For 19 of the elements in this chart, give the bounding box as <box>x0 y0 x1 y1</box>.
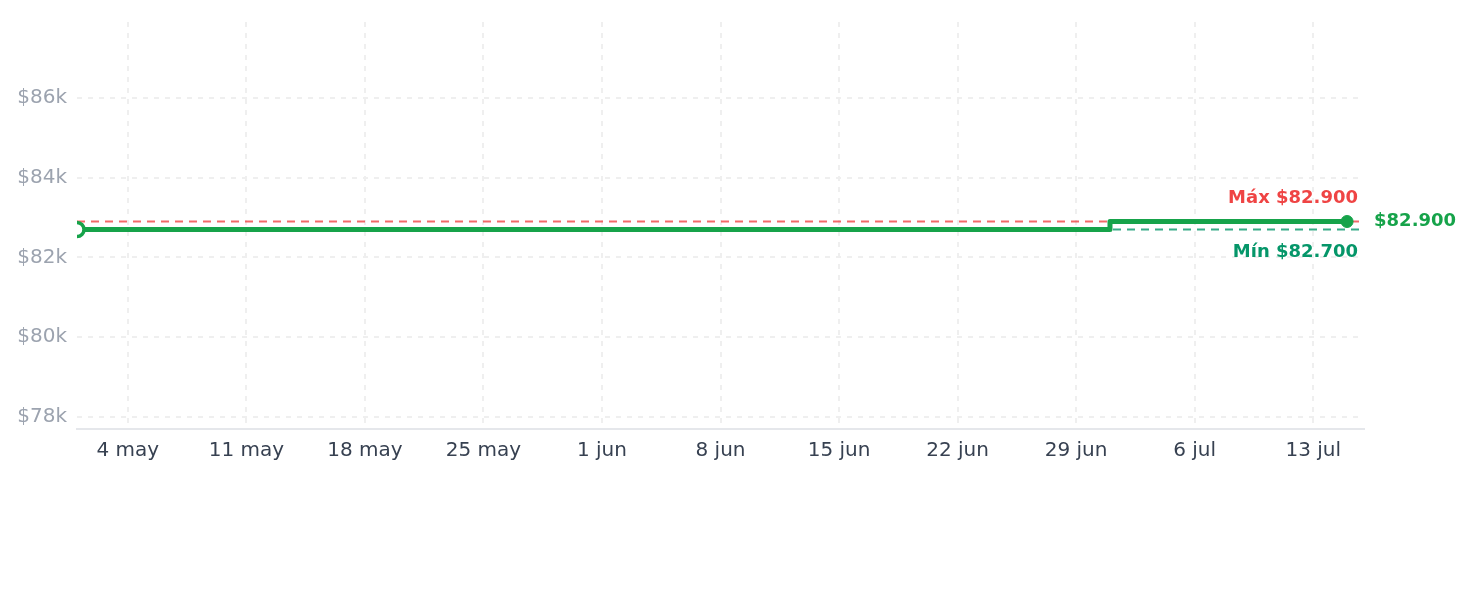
ref-line-label: Mín $82.700 <box>1232 240 1358 262</box>
ref-line-label: Máx $82.900 <box>1228 186 1358 208</box>
x-tick-label: 29 jun <box>1044 437 1108 462</box>
y-tick-label: $82k <box>17 243 68 268</box>
x-tick-label: 1 jun <box>576 437 627 462</box>
x-tick-label: 8 jun <box>695 437 746 462</box>
x-tick-label: 4 may <box>96 437 160 462</box>
y-tick-label: $80k <box>17 323 68 348</box>
x-tick-label: 13 jul <box>1285 437 1341 462</box>
y-tick-label: $84k <box>17 163 68 188</box>
x-tick-label: 18 may <box>327 437 403 462</box>
x-tick-label: 25 may <box>445 437 522 462</box>
y-tick-label: $86k <box>17 84 68 109</box>
x-tick-label: 6 jul <box>1173 437 1217 462</box>
x-tick-label: 15 jun <box>807 437 871 462</box>
x-tick-label: 22 jun <box>926 437 989 462</box>
annotation: $82.900 <box>1374 209 1457 231</box>
x-tick-label: 11 may <box>208 437 285 462</box>
y-tick-label: $78k <box>17 403 68 428</box>
